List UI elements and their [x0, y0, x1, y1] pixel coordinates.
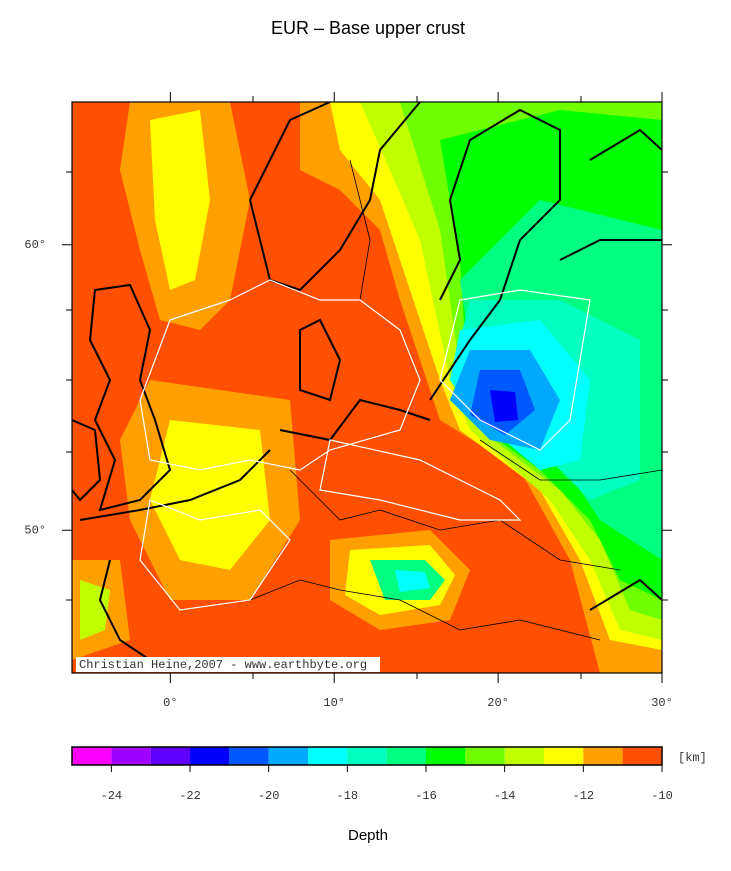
colorbar-swatch	[308, 747, 348, 765]
colorbar-swatch	[583, 747, 623, 765]
colorbar-swatch	[150, 747, 190, 765]
colorbar-swatch	[386, 747, 426, 765]
x-tick-label: 10°	[323, 696, 345, 710]
y-tick-label: 60°	[24, 238, 46, 252]
colorbar-swatch	[426, 747, 466, 765]
credit-box	[76, 657, 380, 672]
colorbar-swatch	[72, 747, 112, 765]
title: EUR – Base upper crust	[271, 18, 465, 38]
colorbar-swatch	[544, 747, 584, 765]
depth-field	[72, 102, 662, 673]
colorbar-tick-label: -24	[101, 789, 123, 803]
minor-ticks	[66, 96, 668, 679]
y-tick-label: 50°	[24, 523, 46, 537]
colorbar-tick-label: -12	[573, 789, 595, 803]
colorbar-swatch	[111, 747, 151, 765]
x-tick-label: 30°	[651, 696, 673, 710]
map-frame	[71, 101, 663, 674]
colorbar-swatch	[465, 747, 505, 765]
colorbar-unit: [km]	[678, 751, 707, 765]
credit: Christian Heine,2007 - www.earthbyte.org	[79, 658, 367, 672]
x-tick-label: 20°	[487, 696, 509, 710]
colorbar-swatch	[190, 747, 230, 765]
x-tick-label: 0°	[163, 696, 177, 710]
colorbar-tick-label: -16	[415, 789, 437, 803]
colorbar-swatch	[268, 747, 308, 765]
colorbar-swatch	[504, 747, 544, 765]
colorbar-tick-label: -20	[258, 789, 280, 803]
colorbar-tick-label: -14	[494, 789, 516, 803]
colorbar-swatch	[622, 747, 662, 765]
colorbar-frame	[71, 746, 663, 766]
colorbar-label: Depth	[348, 827, 388, 844]
colorbar-swatch	[347, 747, 387, 765]
colorbar-tick-label: -22	[179, 789, 201, 803]
colorbar-swatch	[229, 747, 269, 765]
colorbar-tick-label: -10	[651, 789, 673, 803]
colorbar-tick-label: -18	[337, 789, 359, 803]
